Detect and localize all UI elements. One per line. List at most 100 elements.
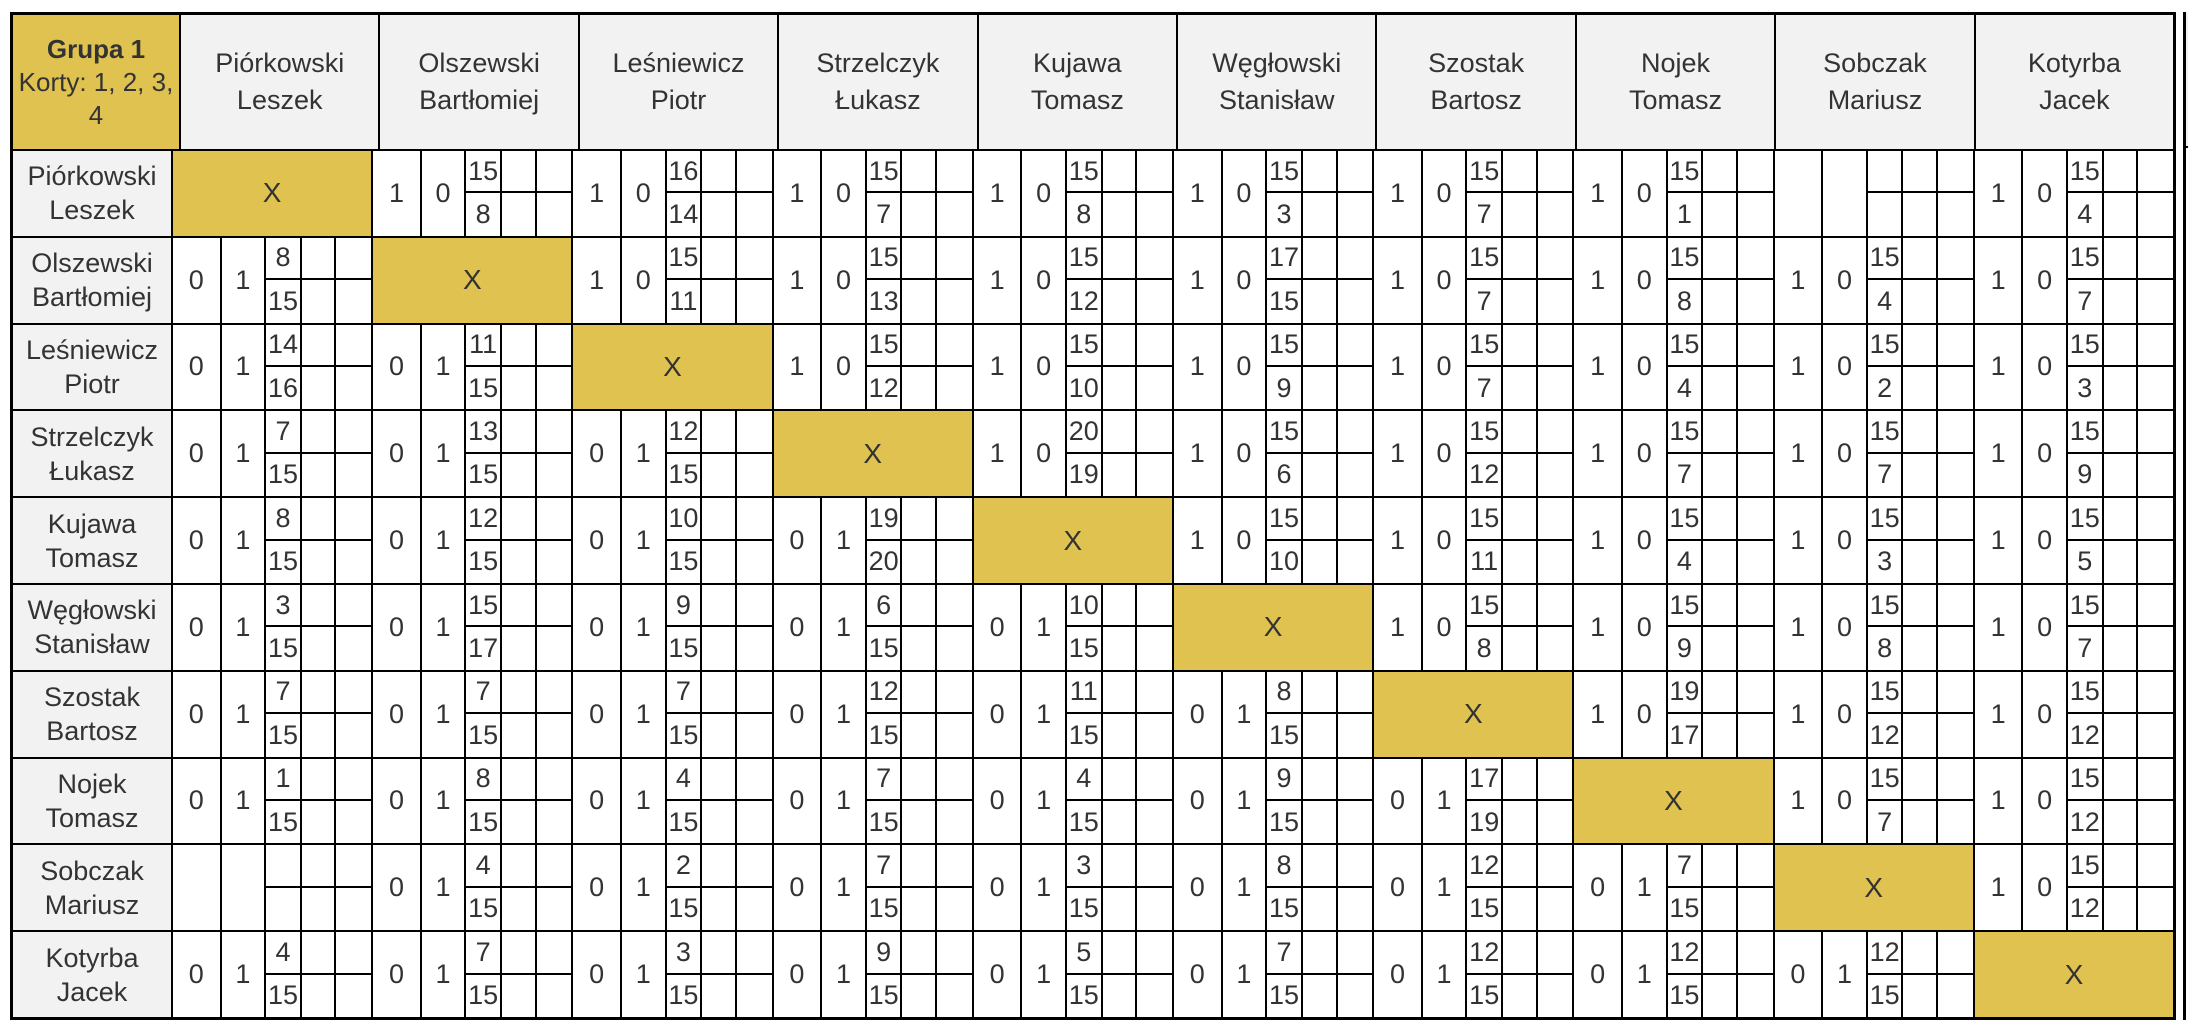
score-top: 8	[1267, 845, 1303, 888]
match-cell: 0 1 12 15	[573, 411, 774, 497]
match-cell: 1 0 15 12	[1975, 758, 2173, 844]
extra-set-slot	[1137, 325, 1172, 367]
extra-set-slot	[1938, 801, 1973, 843]
match-cell: 0 1 14 16	[173, 324, 374, 410]
match-cell: 0 1 7 15	[573, 671, 774, 757]
result-digit-2: 1	[1022, 671, 1067, 757]
match-cell: 1 0 15 8	[373, 151, 574, 236]
extra-set-slot	[302, 280, 337, 323]
match-cell: X	[1174, 584, 1375, 670]
extra-set-slot	[736, 932, 772, 975]
result-digit-2: 0	[1223, 498, 1268, 583]
score-top: 7	[866, 845, 903, 888]
diagonal-x-cell: X	[373, 237, 572, 323]
extra-set-slot	[1103, 627, 1138, 670]
extra-set-slot	[1102, 324, 1138, 367]
score-top: 9	[666, 584, 703, 628]
player-name-cell: Nojek Tomasz	[13, 758, 173, 844]
match-cell: 0 1 8 15	[173, 237, 374, 323]
extra-set-slot	[736, 845, 772, 888]
match-cell: 0 1 8 15	[1174, 671, 1375, 757]
extra-set-slot	[737, 714, 772, 756]
extra-set-slot	[1537, 845, 1573, 888]
extra-set-slot	[336, 367, 371, 409]
extra-set-slot	[902, 627, 938, 670]
match-cell	[173, 845, 374, 931]
extra-set-slot	[737, 454, 772, 496]
extra-set-slot	[1302, 498, 1338, 541]
extra-set-slot	[1503, 498, 1538, 541]
extra-set-slot	[702, 845, 737, 888]
score-top: 12	[1667, 932, 1704, 975]
extra-set-slot	[737, 888, 772, 930]
score-top: 17	[1467, 758, 1504, 801]
score-top: 15	[1867, 584, 1904, 628]
score-top: 15	[1066, 151, 1103, 194]
score-bottom: 15	[1267, 800, 1303, 844]
extra-set-slot	[1703, 280, 1738, 323]
extra-set-slot	[1302, 671, 1338, 715]
extra-set-slot	[702, 974, 737, 1017]
extra-set-slot	[502, 498, 537, 541]
extra-set-slot	[1737, 845, 1773, 888]
extra-set-slot	[336, 975, 371, 1017]
extra-set-slot	[937, 801, 972, 843]
player-surname: Kujawa	[47, 508, 137, 539]
result-digit-2: 0	[2023, 671, 2068, 757]
extra-set-slot	[1938, 151, 1973, 194]
score-top: 7	[466, 932, 503, 975]
result-digit-2: 1	[1223, 671, 1268, 757]
score-top: 8	[466, 758, 503, 801]
score-bottom: 20	[867, 540, 903, 583]
result-digit-1: 1	[1775, 324, 1824, 410]
player-surname: Węgłowski	[27, 595, 157, 626]
result-digit-1: 1	[1775, 584, 1824, 670]
extra-set-slot	[1938, 280, 1973, 322]
extra-set-slot	[702, 627, 737, 670]
result-digit-2: 1	[422, 324, 467, 410]
extra-set-slot	[1503, 800, 1538, 844]
score-top	[266, 845, 302, 888]
result-digit-2: 0	[1423, 237, 1468, 323]
player-surname: Nojek	[57, 768, 127, 799]
score-bottom: 8	[1668, 280, 1704, 323]
extra-set-slot	[1302, 758, 1338, 801]
extra-set-slot	[2138, 238, 2173, 281]
score-bottom: 1	[1668, 193, 1704, 236]
extra-set-slot	[736, 151, 772, 194]
extra-set-slot	[536, 672, 572, 715]
player-surname: Szostak	[43, 682, 141, 713]
extra-set-slot	[937, 325, 972, 367]
match-cell: 0 1 9 15	[1174, 758, 1375, 844]
score-bottom: 15	[266, 714, 302, 757]
extra-set-slot	[1503, 974, 1538, 1017]
score-bottom: 15	[667, 453, 703, 497]
score-top: 15	[1066, 324, 1103, 367]
result-digit-2: 1	[222, 498, 267, 583]
extra-set-slot	[1538, 801, 1573, 843]
player-firstname: Bartosz	[46, 716, 138, 747]
extra-set-slot	[1337, 238, 1373, 281]
extra-set-slot	[1137, 627, 1172, 669]
extra-set-slot	[1303, 800, 1338, 844]
extra-set-slot	[1338, 801, 1373, 843]
match-cell: 0 1 7 15	[1174, 932, 1375, 1017]
extra-set-slot	[536, 498, 572, 541]
result-digit-1: 0	[373, 932, 422, 1017]
result-digit-2: 1	[1223, 932, 1268, 1017]
score-bottom: 15	[867, 974, 903, 1017]
result-digit-1: 0	[573, 411, 622, 497]
extra-set-slot	[1103, 366, 1138, 410]
player-name-cell: Kotyrba Jacek	[13, 932, 173, 1017]
result-digit-2: 0	[1223, 411, 1268, 497]
extra-set-slot	[2138, 193, 2173, 235]
extra-set-slot	[737, 193, 772, 235]
extra-set-slot	[902, 671, 938, 715]
result-digit-2: 1	[1423, 758, 1468, 844]
result-digit-2: 1	[1022, 758, 1067, 844]
player-surname: Leśniewicz	[25, 334, 159, 365]
extra-set-slot	[1737, 498, 1773, 541]
result-digit-2: 0	[1623, 324, 1668, 410]
score-bottom: 15	[1868, 974, 1904, 1017]
extra-set-slot	[302, 974, 337, 1017]
